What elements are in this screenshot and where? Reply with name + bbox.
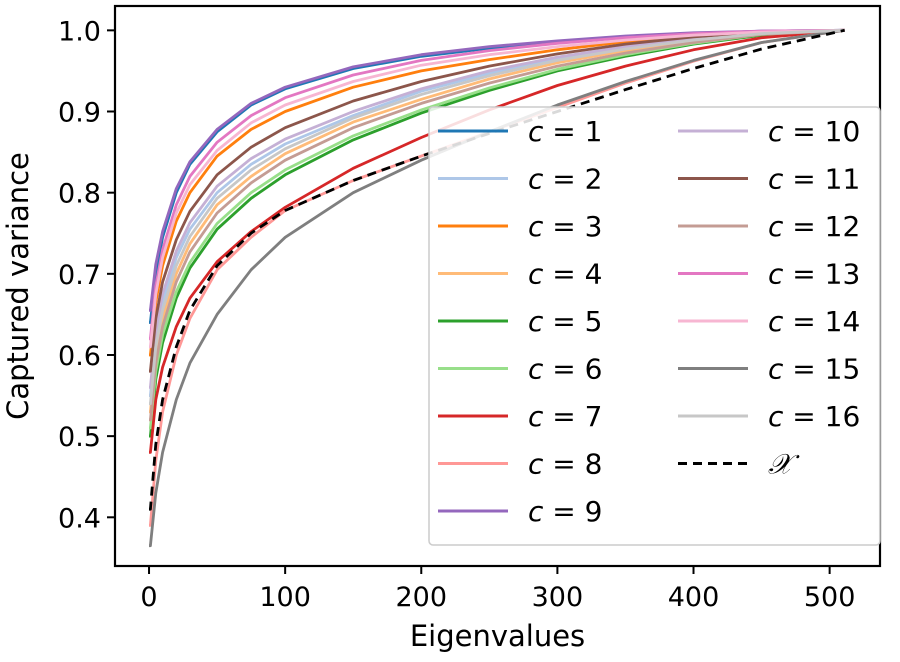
legend-value: 15 (825, 353, 861, 386)
legend-label: c = 2 (528, 163, 603, 196)
legend-equals: = (783, 353, 824, 386)
legend-label: c = 10 (768, 115, 860, 148)
y-tick-label: 0.9 (58, 98, 101, 129)
legend-label: c = 11 (768, 163, 860, 196)
legend-value: 14 (825, 305, 861, 338)
legend-equals: = (543, 163, 584, 196)
legend-label: c = 6 (528, 353, 603, 386)
legend: c = 1c = 2c = 3c = 4c = 5c = 6c = 7c = 8… (428, 106, 881, 546)
legend-equals: = (543, 495, 584, 528)
legend-variable: c (528, 305, 544, 338)
series-line-16 (149, 28, 845, 406)
legend-value: 6 (585, 353, 603, 386)
legend-value: 5 (585, 305, 603, 338)
y-axis-label: Captured variance (1, 152, 35, 420)
y-tick-label: 1.0 (58, 16, 101, 47)
legend-variable: c (768, 400, 784, 433)
x-tick-label: 500 (804, 582, 856, 613)
legend-equals: = (543, 400, 584, 433)
y-axis-ticks: 0.4 0.5 0.6 0.7 0.8 0.9 1.0 (58, 16, 115, 534)
legend-label: c = 12 (768, 210, 860, 243)
legend-value: 2 (585, 163, 603, 196)
series-line-14 (149, 28, 845, 349)
legend-label: c = 1 (528, 115, 603, 148)
x-tick-label: 300 (532, 582, 584, 613)
series-line-17 (149, 28, 845, 511)
legend-variable: c (528, 400, 544, 433)
legend-variable: c (528, 258, 544, 291)
series-lines (149, 28, 845, 548)
legend-value: 4 (585, 258, 603, 291)
legend-value: 1 (585, 115, 603, 148)
legend-equals: = (783, 305, 824, 338)
y-tick-label: 0.7 (58, 260, 101, 291)
y-tick-label: 0.5 (58, 422, 101, 453)
legend-variable: c (768, 258, 784, 291)
legend-equals: = (543, 353, 584, 386)
legend-variable: c (528, 448, 544, 481)
legend-variable: c (768, 163, 784, 196)
legend-equals: = (783, 115, 824, 148)
legend-variable: c (768, 305, 784, 338)
x-tick-label: 400 (668, 582, 720, 613)
legend-variable: c (768, 353, 784, 386)
series-line-15 (149, 28, 845, 548)
x-tick-label: 100 (259, 582, 311, 613)
legend-value: 10 (825, 115, 861, 148)
x-tick-label: 0 (140, 582, 157, 613)
legend-value: 16 (825, 400, 861, 433)
legend-equals: = (783, 210, 824, 243)
legend-equals: = (543, 258, 584, 291)
y-tick-label: 0.4 (58, 503, 101, 534)
legend-variable: c (768, 210, 784, 243)
x-tick-label: 200 (395, 582, 447, 613)
x-axis-label: Eigenvalues (410, 619, 585, 653)
legend-value: 12 (825, 210, 861, 243)
legend-equals: = (543, 210, 584, 243)
series-line-13 (149, 28, 845, 341)
series-line-10 (149, 28, 845, 389)
legend-equals: = (543, 448, 584, 481)
legend-label: c = 5 (528, 305, 603, 338)
legend-equals: = (783, 400, 824, 433)
legend-equals: = (543, 305, 584, 338)
legend-label: c = 3 (528, 210, 603, 243)
series-line-7 (149, 28, 845, 454)
legend-value: 9 (585, 495, 603, 528)
legend-value: 11 (825, 163, 861, 196)
legend-box (428, 106, 881, 546)
legend-label: c = 4 (528, 258, 603, 291)
legend-variable: c (528, 115, 544, 148)
legend-value: 7 (585, 400, 603, 433)
legend-variable: c (528, 353, 544, 386)
legend-variable: c (528, 163, 544, 196)
legend-value: 3 (585, 210, 603, 243)
legend-label: c = 16 (768, 400, 860, 433)
legend-value: 13 (825, 258, 861, 291)
legend-equals: = (783, 258, 824, 291)
legend-variable: c (528, 210, 544, 243)
series-line-12 (149, 28, 845, 422)
x-axis-ticks: 0 100 200 300 400 500 (140, 566, 855, 613)
legend-label: c = 8 (528, 448, 603, 481)
legend-variable: c (768, 115, 784, 148)
legend-equals: = (543, 115, 584, 148)
legend-equals: = (783, 163, 824, 196)
legend-label: c = 14 (768, 305, 860, 338)
series-line-11 (149, 28, 845, 373)
legend-variable: c (528, 495, 544, 528)
y-tick-label: 0.6 (58, 341, 101, 372)
legend-value: 8 (585, 448, 603, 481)
legend-label: c = 15 (768, 353, 860, 386)
legend-label: c = 9 (528, 495, 603, 528)
legend-label: c = 13 (768, 258, 860, 291)
y-tick-label: 0.8 (58, 179, 101, 210)
legend-label: c = 7 (528, 400, 603, 433)
